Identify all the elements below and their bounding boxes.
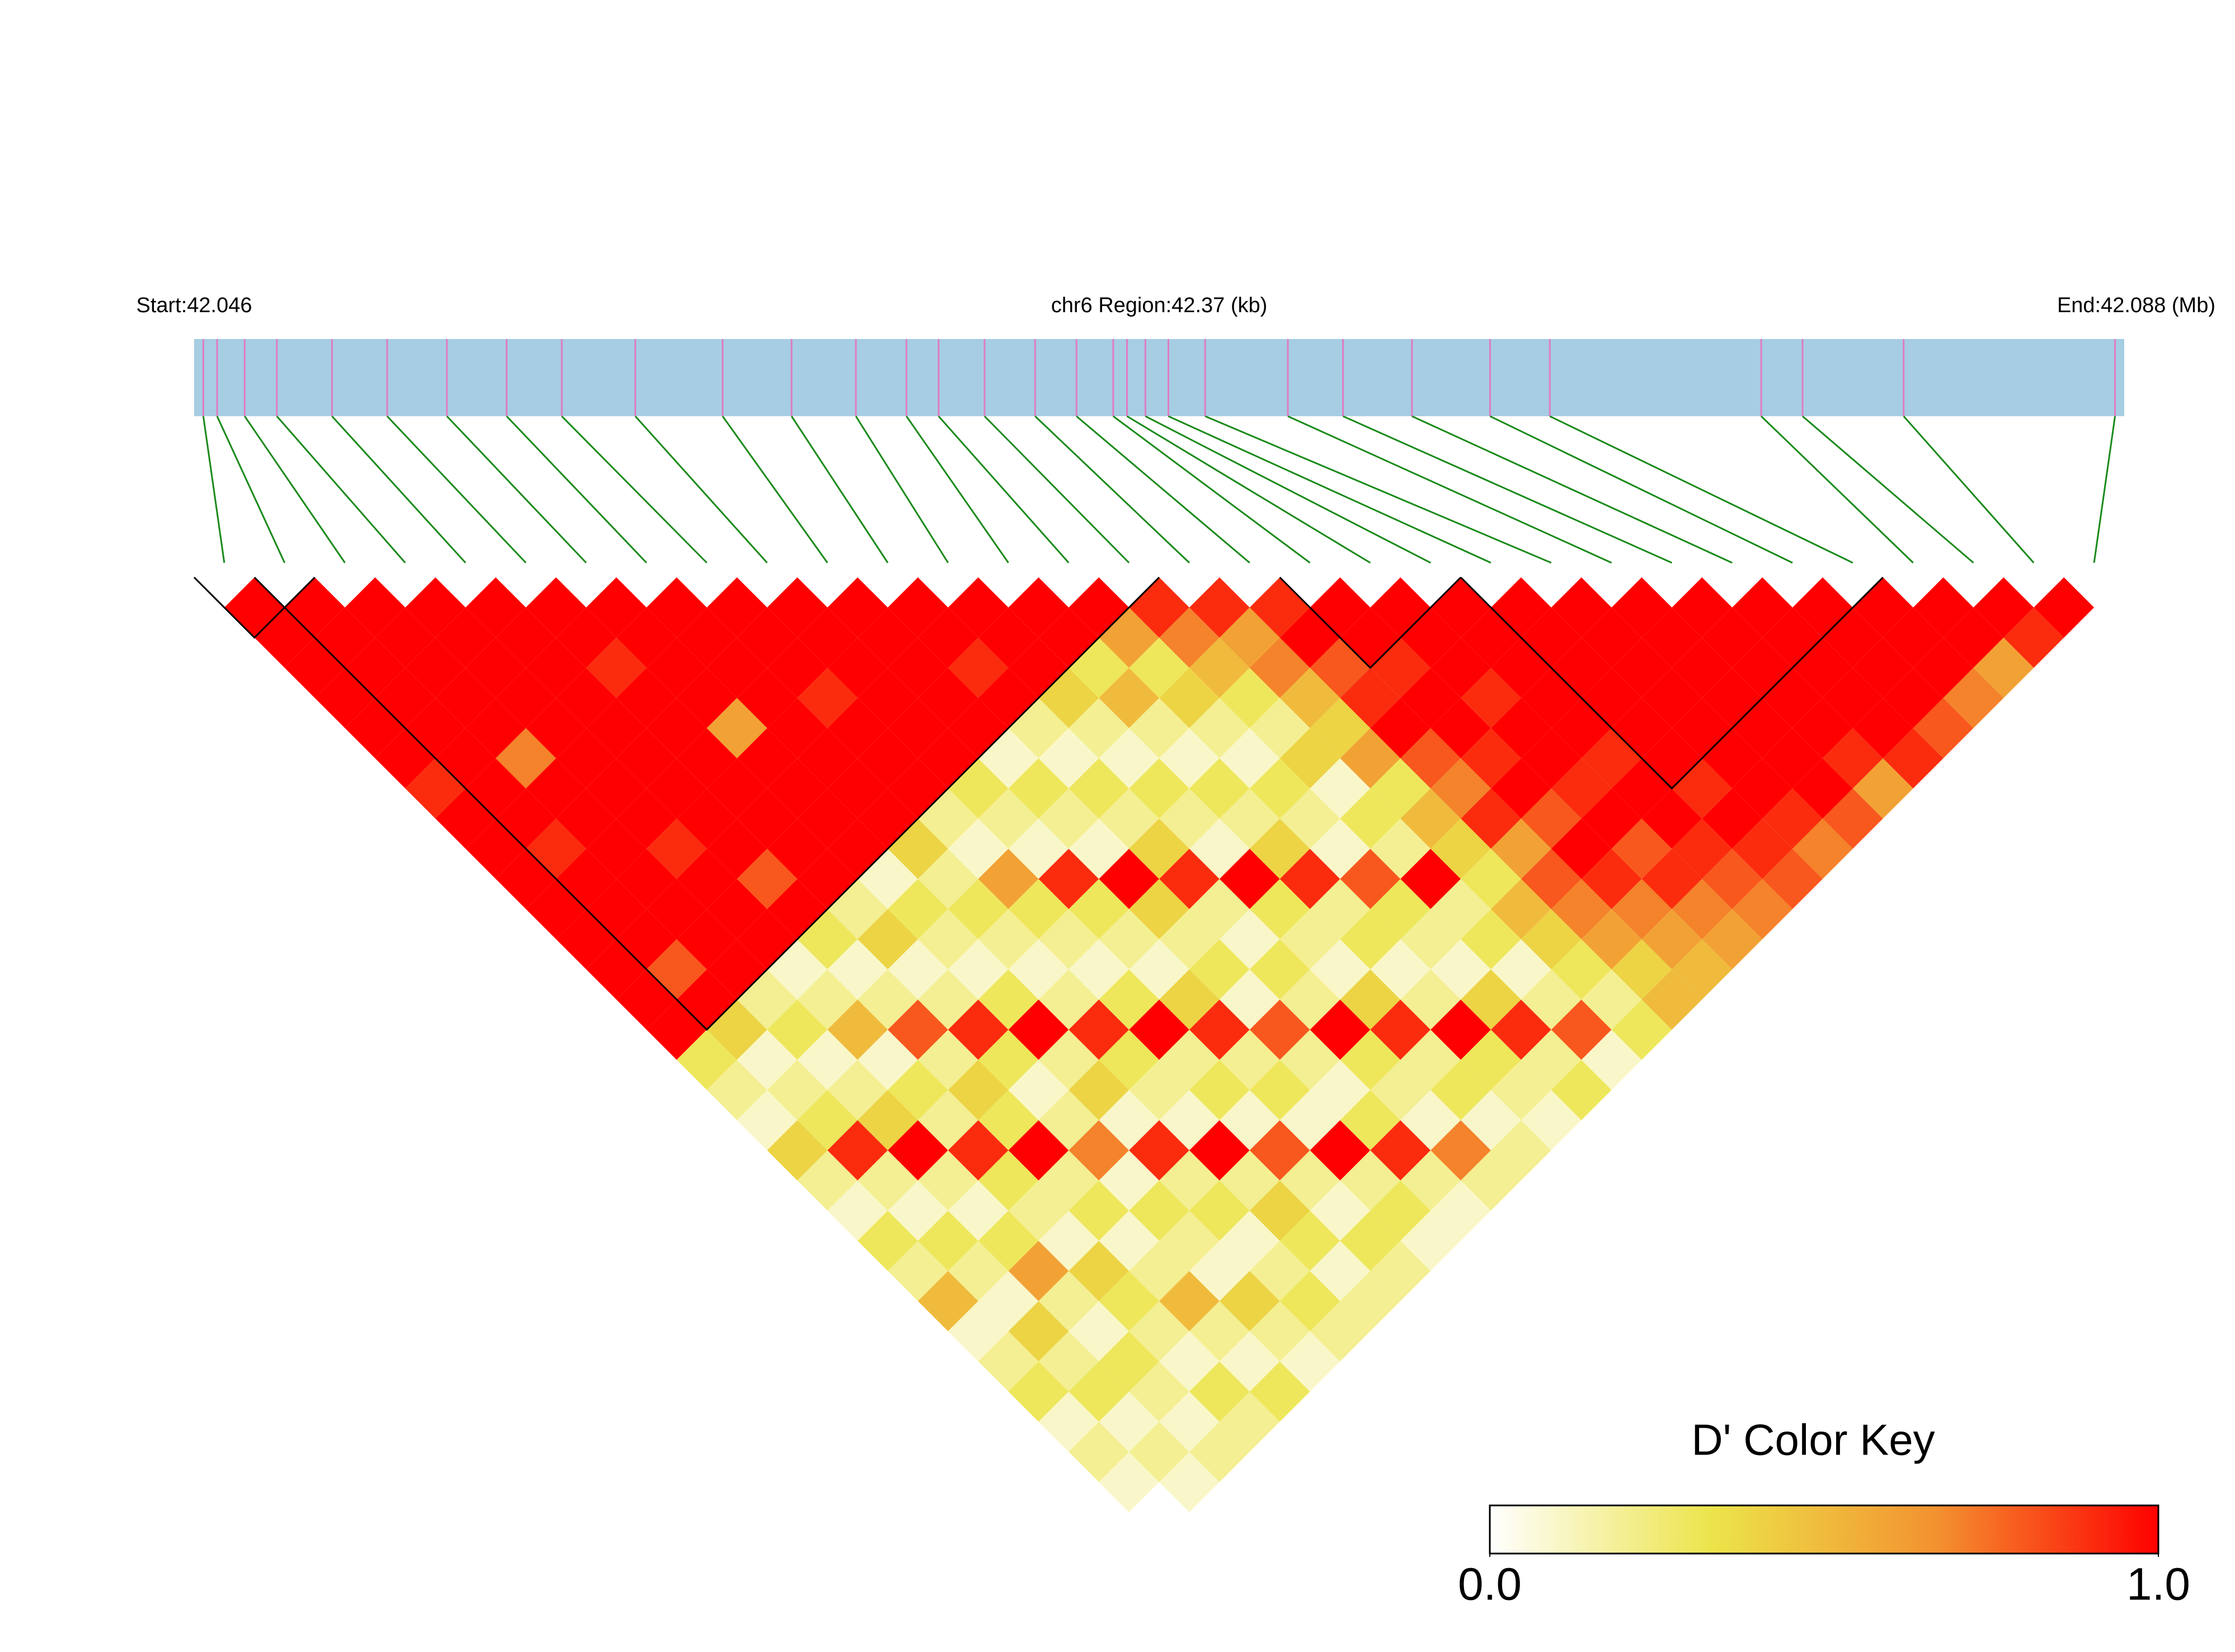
snp-connector — [1204, 415, 1552, 564]
snp-connector — [1112, 415, 1311, 564]
snp-connector — [1287, 415, 1612, 564]
snp-connector — [1549, 415, 1853, 564]
end-label: End:42.088 (Mb) — [2057, 294, 2215, 317]
snp-connector — [561, 415, 708, 564]
snp-connector — [1761, 415, 1914, 564]
snp-connector — [244, 416, 346, 563]
snp-connector — [938, 416, 1070, 563]
key-tick-label: 0.0 — [1458, 1559, 1522, 1610]
snp-connector — [634, 415, 768, 564]
snp-connector — [1145, 415, 1431, 564]
ld-cell — [2034, 577, 2095, 638]
snp-connector — [905, 416, 1009, 563]
start-label: Start:42.046 — [136, 294, 252, 317]
snp-connector — [331, 415, 467, 564]
haplotype-block — [1279, 576, 1462, 669]
haplotype-block — [1460, 576, 1884, 790]
snp-connector — [984, 415, 1130, 564]
color-key — [1489, 1504, 2159, 1555]
snp-connector — [1076, 415, 1250, 564]
snp-connector — [1411, 415, 1733, 564]
position-bar — [194, 339, 2124, 416]
haplotype-block — [253, 576, 1160, 1031]
snp-connector — [1034, 415, 1190, 564]
snp-connector — [1802, 415, 1974, 564]
snp-connector — [506, 415, 647, 564]
snp-connector — [276, 416, 406, 563]
snp-connector — [1903, 416, 2035, 563]
region-label: chr6 Region:42.37 (kb) — [1051, 294, 1268, 317]
snp-connector — [791, 416, 889, 563]
snp-connector — [1168, 415, 1491, 564]
snp-connector — [722, 416, 829, 563]
snp-connector — [1489, 415, 1793, 564]
snp-connector — [386, 415, 527, 564]
snp-connector — [2093, 416, 2116, 563]
snp-connector — [1342, 415, 1673, 564]
snp-connector — [202, 416, 225, 563]
snp-connector — [216, 416, 286, 563]
snp-connector — [446, 415, 587, 564]
haplotype-block — [193, 576, 316, 639]
key-tick-label: 1.0 — [2126, 1559, 2190, 1610]
key-title: D' Color Key — [1691, 1415, 1935, 1465]
snp-connector — [855, 416, 949, 563]
snp-connector — [1126, 415, 1371, 564]
